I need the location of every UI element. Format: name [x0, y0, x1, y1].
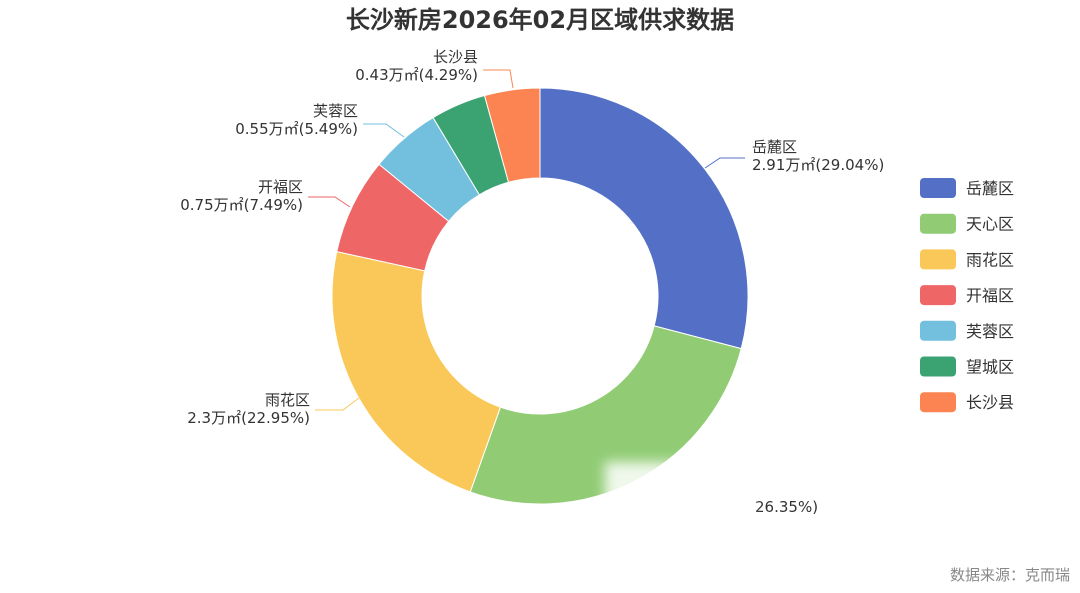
leader-line-雨花区: [315, 397, 360, 411]
leader-line-岳麓区: [704, 157, 745, 169]
legend-item-雨花区[interactable]: 雨花区: [920, 249, 1014, 270]
legend-swatch: [920, 392, 956, 413]
slice-label-name: 岳麓区: [752, 138, 797, 156]
slice-雨花区[interactable]: [331, 251, 502, 493]
slice-label-value: 0.75万㎡(7.49%): [180, 196, 303, 214]
slice-岳麓区[interactable]: [539, 87, 749, 350]
leader-line-开福区: [308, 196, 351, 208]
leader-line-长沙县: [483, 69, 514, 89]
legend-label: 岳麓区: [966, 179, 1014, 198]
slice-label-value: 26.35%): [755, 498, 818, 516]
legend-label: 天心区: [966, 215, 1014, 234]
slice-label-value: 2.3万㎡(22.95%): [187, 409, 310, 427]
chart-title: 长沙新房2026年02月区域供求数据: [346, 6, 734, 34]
slice-label-name: 长沙县: [433, 48, 478, 66]
legend-label: 雨花区: [966, 250, 1014, 269]
leader-line-芙蓉区: [363, 123, 405, 138]
legend-item-天心区[interactable]: 天心区: [920, 213, 1014, 234]
slice-label-name: 芙蓉区: [313, 102, 358, 120]
legend-label: 芙蓉区: [966, 322, 1014, 341]
legend-swatch: [920, 320, 956, 341]
slice-label-name: 雨花区: [265, 391, 310, 409]
legend-label: 望城区: [966, 358, 1014, 377]
legend-swatch: [920, 356, 956, 377]
label-leader-lines: [308, 69, 745, 411]
slice-label-value: 2.91万㎡(29.04%): [752, 156, 884, 174]
slice-label-value: 0.55万㎡(5.49%): [235, 120, 358, 138]
donut-slices: [331, 87, 749, 505]
legend-swatch: [920, 178, 956, 198]
blurred-overlay: [605, 462, 750, 528]
slice-天心区[interactable]: [469, 325, 742, 505]
legend-swatch: [920, 285, 956, 306]
slice-label-name: 开福区: [258, 178, 303, 196]
data-source-note: 数据来源：克而瑞: [950, 566, 1070, 584]
slice-label-value: 0.43万㎡(4.29%): [355, 66, 478, 84]
legend-item-长沙县[interactable]: 长沙县: [920, 392, 1014, 413]
legend-item-芙蓉区[interactable]: 芙蓉区: [920, 320, 1014, 341]
legend-item-开福区[interactable]: 开福区: [920, 285, 1014, 306]
legend-label: 长沙县: [966, 393, 1014, 412]
legend-swatch: [920, 249, 956, 270]
legend-item-岳麓区[interactable]: 岳麓区: [920, 178, 1014, 198]
legend-label: 开福区: [966, 286, 1014, 305]
slice-长沙县[interactable]: [483, 87, 541, 183]
legend-item-望城区[interactable]: 望城区: [920, 356, 1014, 377]
legend-swatch: [920, 213, 956, 234]
